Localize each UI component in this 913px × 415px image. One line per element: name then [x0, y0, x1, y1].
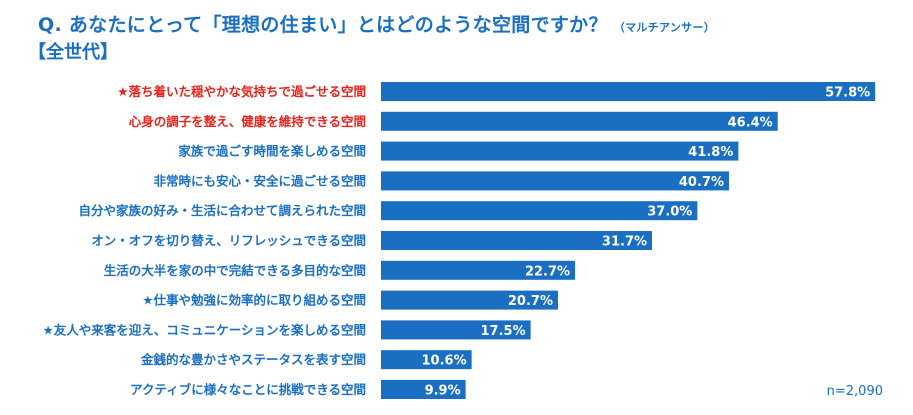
segment-label: 【全世代】 — [28, 42, 118, 63]
bar — [381, 350, 472, 370]
bar — [381, 171, 729, 191]
category-label: オン・オフを切り替え、リフレッシュできる空間 — [91, 233, 366, 248]
category-label: 金銭的な豊かさやステータスを表す空間 — [140, 352, 366, 367]
category-label: 生活の大半を家の中で完結できる多目的な空間 — [104, 263, 366, 278]
value-label: 46.4% — [728, 115, 773, 130]
category-label: 非常時にも安心・安全に過ごせる空間 — [153, 173, 366, 188]
value-label: 9.9% — [425, 384, 461, 399]
value-label: 31.7% — [602, 235, 647, 250]
sample-size-label: n=2,090 — [826, 384, 883, 399]
value-label: 41.8% — [688, 145, 733, 160]
bar — [381, 290, 558, 310]
bar — [381, 201, 698, 221]
category-label: アクティブに様々なことに挑戦できる空間 — [130, 382, 366, 397]
bar — [381, 260, 576, 280]
value-label: 40.7% — [679, 175, 724, 190]
value-label: 20.7% — [508, 294, 553, 309]
bar — [381, 111, 778, 131]
category-label: 自分や家族の好み・生活に合わせて調えられた空間 — [78, 203, 366, 218]
category-label: 家族で過ごす時間を楽しめる空間 — [178, 144, 366, 159]
question-text: Q. あなたにとって「理想の住まい」とはどのような空間ですか？ — [38, 14, 608, 36]
category-label: ★落ち着いた穏やかな気持ちで過ごせる空間 — [117, 84, 366, 99]
question-title: Q. あなたにとって「理想の住まい」とはどのような空間ですか？ （マルチアンサー） — [38, 10, 715, 37]
bar — [381, 380, 466, 399]
value-label: 57.8% — [825, 86, 870, 101]
bar — [381, 82, 876, 101]
category-label: 心身の調子を整え、健康を維持できる空間 — [129, 114, 366, 129]
bar — [381, 231, 653, 250]
value-label: 17.5% — [481, 324, 526, 339]
bar — [381, 320, 531, 340]
question-note: （マルチアンサー） — [613, 21, 716, 34]
category-label: ★仕事や勉強に効率的に取り組める空間 — [142, 293, 366, 308]
value-label: 10.6% — [422, 354, 467, 369]
category-label: ★友人や来客を迎え、コミュニケーションを楽しめる空間 — [43, 322, 366, 337]
bar — [381, 141, 739, 161]
value-label: 37.0% — [647, 205, 692, 220]
value-label: 22.7% — [525, 264, 570, 279]
